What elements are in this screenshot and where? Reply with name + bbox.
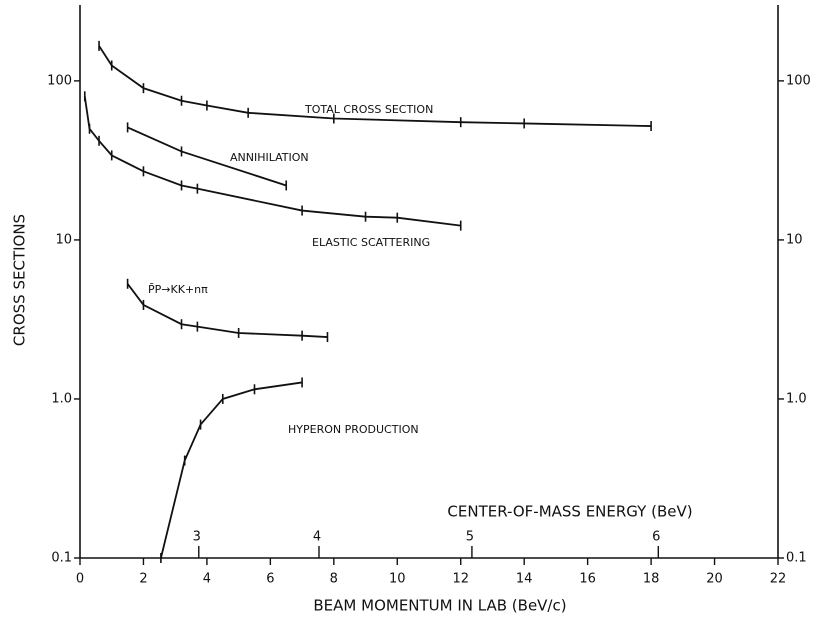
y2-tick-label: 0.1 bbox=[786, 551, 807, 566]
series-label: P̄P→KK+nπ bbox=[148, 283, 208, 296]
x2-tick-label: 5 bbox=[466, 530, 474, 545]
series-line bbox=[160, 381, 303, 559]
x2-tick-label: 4 bbox=[313, 530, 321, 545]
y2-tick-label: 1.0 bbox=[786, 391, 807, 406]
series-label: ANNIHILATION bbox=[230, 151, 309, 164]
y-tick-label: 0.1 bbox=[51, 551, 72, 566]
x-tick-label: 8 bbox=[330, 572, 338, 587]
x2-axis-title: CENTER-OF-MASS ENERGY (BeV) bbox=[447, 503, 692, 521]
y2-tick-label: 100 bbox=[786, 73, 811, 88]
x-tick-label: 6 bbox=[266, 572, 274, 587]
series-label: TOTAL CROSS SECTION bbox=[304, 103, 433, 116]
x-tick-label: 4 bbox=[203, 572, 211, 587]
series-label: ELASTIC SCATTERING bbox=[312, 236, 430, 249]
series-line bbox=[98, 45, 652, 127]
y-tick-label: 10 bbox=[55, 232, 72, 247]
series-label: HYPERON PRODUCTION bbox=[288, 423, 419, 436]
y-tick-label: 1.0 bbox=[51, 391, 72, 406]
x-axis-title: BEAM MOMENTUM IN LAB (BeV/c) bbox=[313, 597, 566, 615]
x-tick-label: 22 bbox=[770, 572, 787, 587]
y-axis-title: CROSS SECTIONS bbox=[11, 214, 29, 346]
x-tick-label: 12 bbox=[452, 572, 469, 587]
x-tick-label: 14 bbox=[516, 572, 533, 587]
x-tick-label: 20 bbox=[706, 572, 723, 587]
y2-tick-label: 10 bbox=[786, 232, 803, 247]
x-tick-label: 0 bbox=[76, 572, 84, 587]
y-tick-label: 100 bbox=[47, 73, 72, 88]
x2-tick-label: 3 bbox=[193, 530, 201, 545]
x2-tick-label: 6 bbox=[652, 530, 660, 545]
x-tick-label: 2 bbox=[139, 572, 147, 587]
x-tick-label: 18 bbox=[643, 572, 660, 587]
x-tick-label: 10 bbox=[389, 572, 406, 587]
x-tick-label: 16 bbox=[579, 572, 596, 587]
